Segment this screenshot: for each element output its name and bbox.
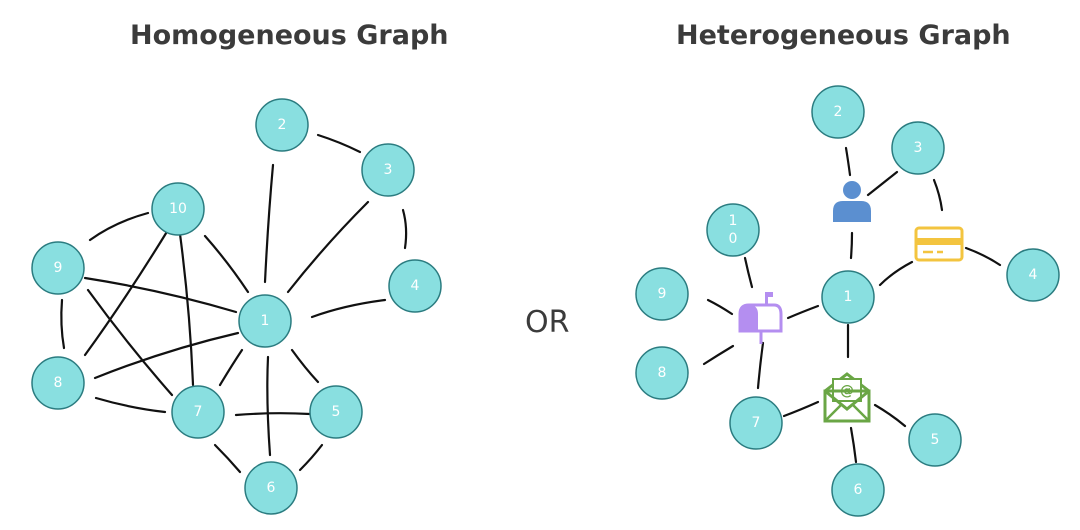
edge-4-1	[310, 298, 387, 319]
edge-10-8	[83, 228, 170, 357]
edge-email-h6	[849, 426, 858, 464]
svg-text:10: 10	[729, 213, 738, 247]
edge-3-1	[286, 200, 370, 294]
node-4: 4	[388, 259, 442, 313]
edge-10-7	[178, 232, 195, 387]
svg-text:6: 6	[854, 482, 863, 498]
edge-1-5	[290, 348, 320, 384]
het-node-9: 9	[635, 267, 689, 321]
svg-text:3: 3	[384, 162, 393, 178]
het-node-5: 5	[908, 413, 962, 467]
het-node-8: 8	[635, 346, 689, 400]
het-node-6: 6	[831, 463, 885, 517]
homogeneous-graph-title: Homogeneous Graph	[130, 20, 449, 51]
edge-3-4	[401, 208, 408, 250]
node-6: 6	[244, 461, 298, 515]
svg-text:1: 1	[261, 313, 270, 329]
heterogeneous-graph-title: Heterogeneous Graph	[676, 20, 1011, 51]
or-label: OR	[525, 305, 570, 340]
edge-10-9	[88, 211, 150, 242]
svg-text:7: 7	[752, 415, 761, 431]
svg-text:10: 10	[169, 201, 187, 217]
svg-text:4: 4	[411, 278, 420, 294]
edge-h3-card	[932, 178, 944, 212]
svg-text:1: 1	[844, 289, 853, 305]
svg-text:2: 2	[834, 104, 843, 120]
homogeneous-edges	[60, 133, 408, 474]
email-icon: @	[823, 372, 871, 423]
node-1: 1	[238, 294, 292, 348]
heterogeneous-edges	[702, 146, 1002, 464]
svg-text:3: 3	[914, 140, 923, 156]
het-node-4: 4	[1006, 248, 1060, 302]
node-3: 3	[361, 143, 415, 197]
svg-text:2: 2	[278, 117, 287, 133]
svg-text:9: 9	[658, 286, 667, 302]
edge-9-8	[60, 298, 66, 350]
mailbox-icon	[738, 292, 783, 344]
edge-7-6	[213, 443, 242, 474]
node-2: 2	[255, 98, 309, 152]
edge-9-7	[86, 288, 174, 397]
edge-10-1	[203, 234, 250, 294]
svg-text:5: 5	[332, 404, 341, 420]
het-node-3: 3	[891, 121, 945, 175]
edge-h10-mailbox	[743, 256, 754, 289]
edge-1-6	[266, 355, 272, 457]
svg-text:9: 9	[54, 260, 63, 276]
edge-8-7	[94, 396, 167, 414]
edge-email-h5	[873, 403, 907, 428]
credit-card-icon	[914, 226, 964, 262]
edge-2-3	[316, 133, 362, 154]
svg-text:4: 4	[1029, 267, 1038, 283]
node-10: 10	[151, 182, 205, 236]
het-node-2: 2	[811, 85, 865, 139]
edge-7-5	[234, 412, 312, 417]
edge-card-h1	[878, 260, 914, 287]
svg-text:8: 8	[658, 365, 667, 381]
edge-6-5	[298, 443, 324, 472]
edge-h1-mailbox	[786, 304, 820, 320]
svg-text:8: 8	[54, 375, 63, 391]
edge-mailbox-h7	[756, 341, 765, 390]
edge-h9-mailbox	[706, 298, 734, 316]
het-node-7: 7	[729, 396, 783, 450]
edge-7-1	[218, 348, 244, 387]
edge-person-h1	[849, 231, 854, 260]
edge-email-h7	[782, 400, 820, 418]
edge-8-1	[93, 331, 240, 380]
edge-h3-person	[866, 170, 899, 197]
svg-text:7: 7	[194, 404, 203, 420]
het-node-1: 1	[821, 270, 875, 324]
person-icon	[833, 181, 871, 222]
edge-card-h4	[964, 246, 1002, 267]
edge-h2-person	[844, 146, 852, 177]
edge-mailbox-h8	[702, 344, 735, 366]
node-7: 7	[171, 385, 225, 439]
edge-2-1	[263, 163, 275, 284]
svg-text:6: 6	[267, 480, 276, 496]
edge-9-1	[83, 276, 238, 314]
homogeneous-nodes: 1 2 3 4 5 6 7 8 9 10	[31, 98, 442, 515]
node-5: 5	[309, 385, 363, 439]
node-8: 8	[31, 356, 85, 410]
svg-text:5: 5	[931, 432, 940, 448]
node-9: 9	[31, 241, 85, 295]
